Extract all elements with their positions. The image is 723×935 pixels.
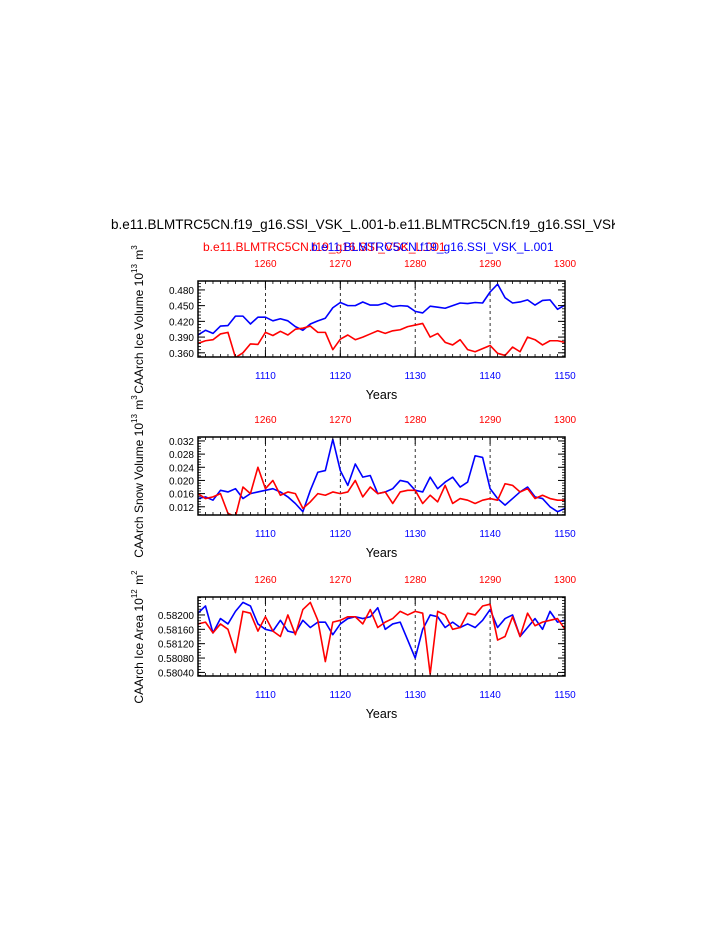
x-tick-label-top: 1300 <box>554 415 577 426</box>
x-tick-label-bottom: 1130 <box>404 371 426 382</box>
y-axis-title: CAArch Ice Area 1012 m2 <box>130 569 146 703</box>
figure-title: b.e11.BLMTRC5CN.f19_g16.SSI_VSK_L.001-b.… <box>111 217 661 232</box>
y-axis-title: CAArch Snow Volume 1013 m3 <box>130 394 146 557</box>
x-tick-label-bottom: 1130 <box>404 529 426 540</box>
y-tick-label: 0.58120 <box>158 640 195 651</box>
chart-panel-3: 0.58040 0.58080 0.58120 0.58160 0.58200 1110 1… <box>130 569 577 721</box>
chart-panels: 0.360 0.390 0.420 0.450 0.480 1110 1120 1130 114… <box>130 244 577 721</box>
y-axis-title: CAArch Ice Volume 1013 m3 <box>130 244 146 393</box>
x-tick-label-top: 1280 <box>404 575 427 586</box>
x-tick-label-bottom: 1110 <box>255 690 276 701</box>
y-tick-label: 0.360 <box>169 349 194 360</box>
x-axis-title: Years <box>366 707 398 721</box>
y-tick-label: 0.028 <box>169 450 194 461</box>
x-tick-label-bottom: 1150 <box>554 690 576 701</box>
plot-frame <box>197 436 566 516</box>
x-axis-title: Years <box>366 388 398 402</box>
y-tick-label: 0.480 <box>169 286 194 297</box>
x-tick-label-top: 1270 <box>329 259 352 270</box>
x-tick-label-top: 1290 <box>479 575 502 586</box>
x-tick-label-bottom: 1120 <box>330 690 352 701</box>
y-tick-label: 0.420 <box>169 317 194 328</box>
y-tick-label: 0.032 <box>169 437 194 448</box>
x-tick-label-top: 1280 <box>404 259 427 270</box>
x-tick-label-top: 1290 <box>479 259 502 270</box>
series-line-red <box>198 466 565 515</box>
y-tick-label: 0.450 <box>169 302 194 313</box>
x-tick-label-top: 1270 <box>329 415 352 426</box>
legend-blue: b.e11.BLMTRC5CN.f19_g16.SSI_VSK_L.001 <box>311 240 554 254</box>
x-tick-label-bottom: 1140 <box>479 529 501 540</box>
x-axis-title: Years <box>366 546 398 560</box>
plot-frame <box>197 280 566 358</box>
x-tick-label-bottom: 1140 <box>479 690 501 701</box>
x-tick-label-bottom: 1150 <box>554 529 576 540</box>
x-tick-label-bottom: 1150 <box>554 371 576 382</box>
x-tick-label-top: 1270 <box>329 575 352 586</box>
y-tick-label: 0.016 <box>169 490 194 501</box>
series-line-blue <box>198 283 565 336</box>
x-tick-label-top: 1300 <box>554 575 577 586</box>
chart-panel-1: 0.360 0.390 0.420 0.450 0.480 1110 1120 1130 114… <box>130 244 577 402</box>
legend-red: b.e11.BLMTRC5CN.f19_g16.SSI_VSK_L.001 <box>203 240 446 254</box>
y-tick-label: 0.58080 <box>158 654 195 665</box>
x-tick-label-bottom: 1130 <box>404 690 426 701</box>
series-line-blue <box>198 601 565 659</box>
x-tick-label-bottom: 1110 <box>255 529 276 540</box>
series-line-red <box>198 322 565 357</box>
series-line-blue <box>198 438 565 513</box>
x-tick-label-bottom: 1110 <box>255 371 276 382</box>
chart-panel-2: 0.012 0.016 0.020 0.024 0.028 0.032 1110 1120 11… <box>130 394 577 560</box>
y-tick-label: 0.58160 <box>158 625 195 636</box>
y-tick-label: 0.390 <box>169 333 194 344</box>
x-tick-label-top: 1260 <box>254 575 277 586</box>
x-tick-label-bottom: 1120 <box>330 371 352 382</box>
y-tick-label: 0.020 <box>169 476 194 487</box>
x-tick-label-top: 1300 <box>554 259 577 270</box>
x-tick-label-top: 1290 <box>479 415 502 426</box>
y-tick-label: 0.024 <box>169 463 194 474</box>
y-tick-label: 0.58040 <box>158 668 195 679</box>
x-tick-label-top: 1260 <box>254 259 277 270</box>
y-tick-label: 0.012 <box>169 503 194 514</box>
x-tick-label-top: 1260 <box>254 415 277 426</box>
y-tick-label: 0.58200 <box>158 611 195 622</box>
x-tick-label-top: 1280 <box>404 415 427 426</box>
plot-frame <box>197 596 566 677</box>
x-tick-label-bottom: 1120 <box>330 529 352 540</box>
x-tick-label-bottom: 1140 <box>479 371 501 382</box>
series-line-red <box>198 601 565 676</box>
